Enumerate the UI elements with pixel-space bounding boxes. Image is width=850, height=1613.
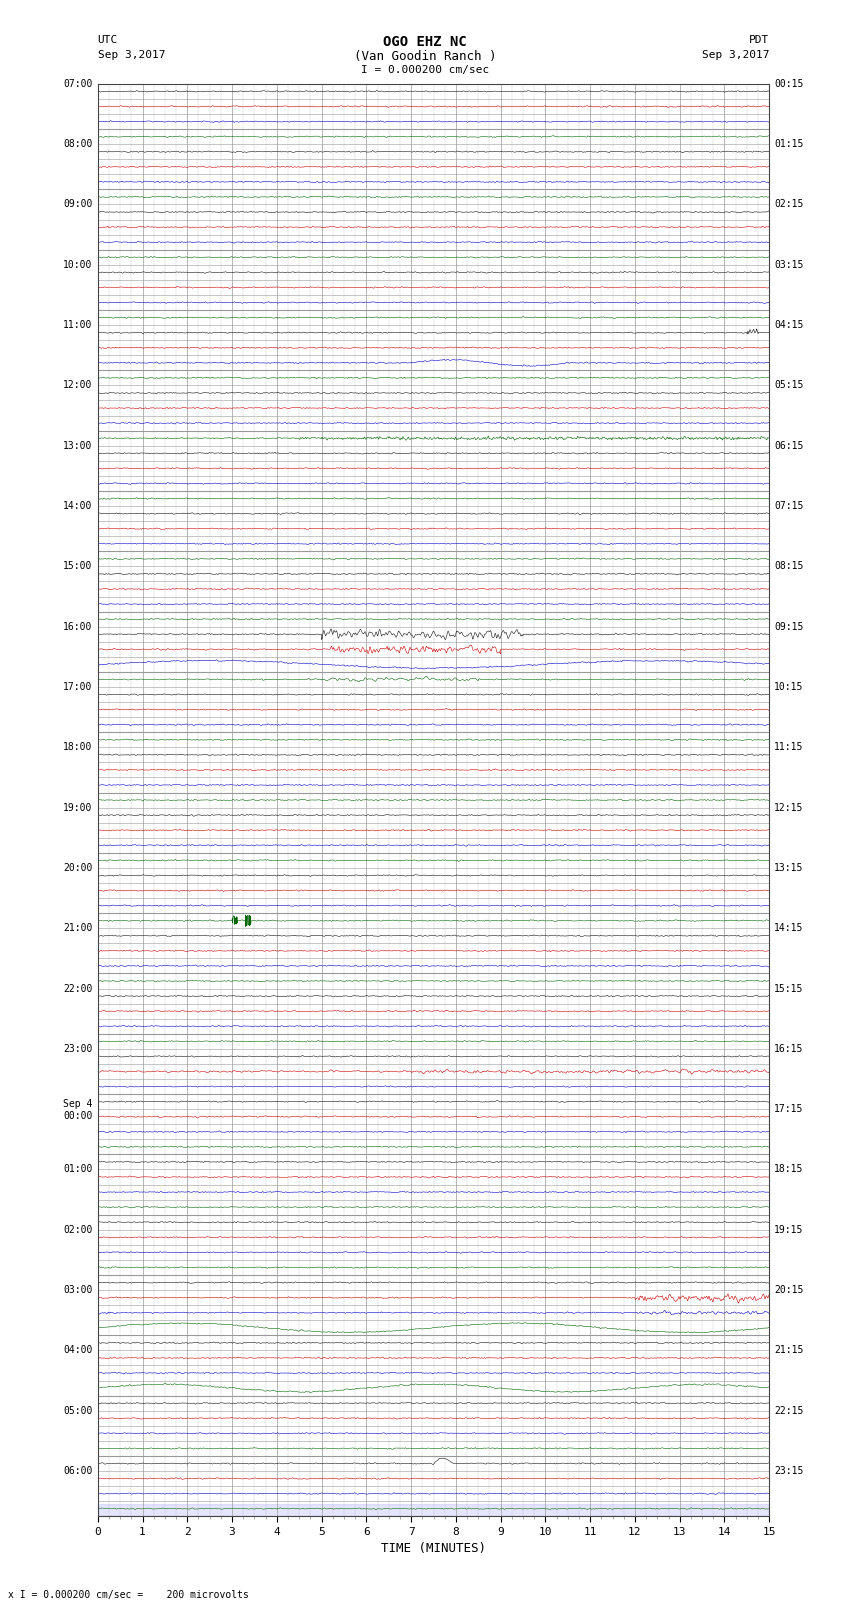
Text: 01:00: 01:00: [63, 1165, 93, 1174]
Text: 07:00: 07:00: [63, 79, 93, 89]
Text: 21:15: 21:15: [774, 1345, 804, 1355]
Text: 04:15: 04:15: [774, 319, 804, 331]
Text: 12:15: 12:15: [774, 803, 804, 813]
Text: 23:00: 23:00: [63, 1044, 93, 1053]
Text: 22:15: 22:15: [774, 1405, 804, 1416]
Text: 00:00: 00:00: [63, 1111, 93, 1121]
Text: PDT: PDT: [749, 35, 769, 45]
Text: 09:00: 09:00: [63, 200, 93, 210]
Text: 03:15: 03:15: [774, 260, 804, 269]
Text: OGO EHZ NC: OGO EHZ NC: [383, 35, 467, 50]
Text: 10:00: 10:00: [63, 260, 93, 269]
Text: I = 0.000200 cm/sec: I = 0.000200 cm/sec: [361, 65, 489, 74]
Text: 17:15: 17:15: [774, 1105, 804, 1115]
X-axis label: TIME (MINUTES): TIME (MINUTES): [381, 1542, 486, 1555]
Text: 05:15: 05:15: [774, 381, 804, 390]
Text: 17:00: 17:00: [63, 682, 93, 692]
Text: 16:15: 16:15: [774, 1044, 804, 1053]
Text: 04:00: 04:00: [63, 1345, 93, 1355]
Text: 14:00: 14:00: [63, 502, 93, 511]
Text: 18:00: 18:00: [63, 742, 93, 752]
Text: 10:15: 10:15: [774, 682, 804, 692]
Text: Sep 4: Sep 4: [63, 1100, 93, 1110]
Text: 13:00: 13:00: [63, 440, 93, 450]
Text: 14:15: 14:15: [774, 923, 804, 934]
Text: 00:15: 00:15: [774, 79, 804, 89]
Text: 06:00: 06:00: [63, 1466, 93, 1476]
Text: UTC: UTC: [98, 35, 118, 45]
Text: 06:15: 06:15: [774, 440, 804, 450]
Text: 21:00: 21:00: [63, 923, 93, 934]
Text: 08:15: 08:15: [774, 561, 804, 571]
Text: 15:00: 15:00: [63, 561, 93, 571]
Text: 20:15: 20:15: [774, 1286, 804, 1295]
Text: 01:15: 01:15: [774, 139, 804, 148]
Text: 12:00: 12:00: [63, 381, 93, 390]
Text: Sep 3,2017: Sep 3,2017: [702, 50, 769, 60]
Text: 19:15: 19:15: [774, 1224, 804, 1234]
Text: 22:00: 22:00: [63, 984, 93, 994]
Text: 02:15: 02:15: [774, 200, 804, 210]
Text: 19:00: 19:00: [63, 803, 93, 813]
Text: 07:15: 07:15: [774, 502, 804, 511]
Text: 15:15: 15:15: [774, 984, 804, 994]
Text: (Van Goodin Ranch ): (Van Goodin Ranch ): [354, 50, 496, 63]
Text: 11:00: 11:00: [63, 319, 93, 331]
Text: 11:15: 11:15: [774, 742, 804, 752]
Text: 13:15: 13:15: [774, 863, 804, 873]
Text: 20:00: 20:00: [63, 863, 93, 873]
Text: 03:00: 03:00: [63, 1286, 93, 1295]
Text: 08:00: 08:00: [63, 139, 93, 148]
Text: 16:00: 16:00: [63, 621, 93, 632]
Text: 23:15: 23:15: [774, 1466, 804, 1476]
Text: 02:00: 02:00: [63, 1224, 93, 1234]
Text: 05:00: 05:00: [63, 1405, 93, 1416]
Text: 09:15: 09:15: [774, 621, 804, 632]
Text: x I = 0.000200 cm/sec =    200 microvolts: x I = 0.000200 cm/sec = 200 microvolts: [8, 1590, 249, 1600]
Bar: [98, 1505, 769, 1516]
Text: Sep 3,2017: Sep 3,2017: [98, 50, 165, 60]
Text: 18:15: 18:15: [774, 1165, 804, 1174]
